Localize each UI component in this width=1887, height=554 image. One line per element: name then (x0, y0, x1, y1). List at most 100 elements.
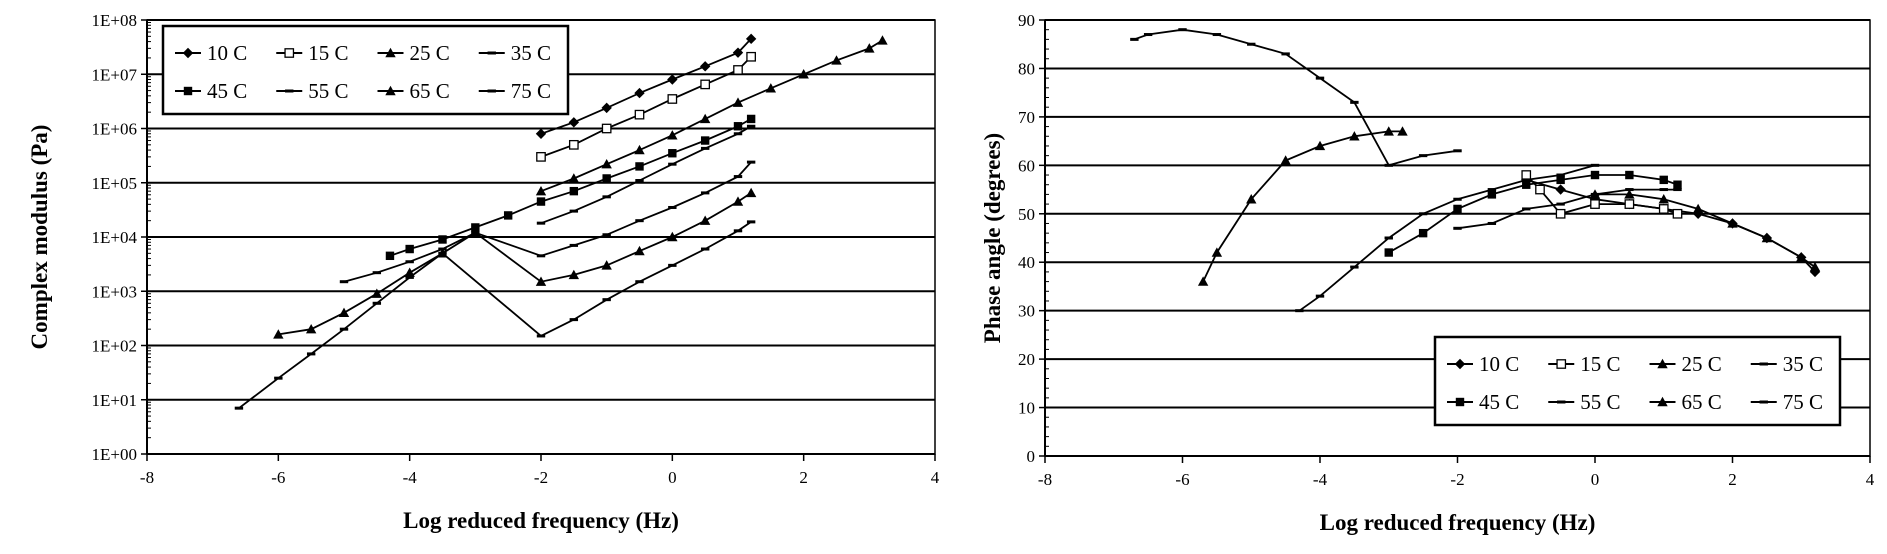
data-point (1418, 228, 1428, 238)
data-point (1590, 170, 1600, 180)
data-point (733, 229, 743, 233)
x-tick-label: -6 (271, 468, 285, 487)
data-point (1659, 175, 1668, 185)
x-tick-label: -4 (403, 468, 418, 487)
series-line (1202, 130, 1403, 282)
data-point (602, 174, 611, 183)
data-point (569, 186, 579, 196)
series-line (1457, 188, 1678, 230)
data-point (470, 227, 481, 237)
data-point (1247, 42, 1256, 46)
legend-label: 75 C (511, 79, 551, 103)
data-point (503, 211, 513, 220)
x-tick-label: 4 (931, 468, 940, 487)
complex-modulus-chart: 1E+00 1E+01 1E+02 1E+03 1E+04 1E+05 1E+06 1E+07… (27, 11, 940, 533)
data-point (536, 254, 546, 258)
legend-entry: 35 C (1750, 352, 1823, 376)
legend: 10 C 15 C 25 C 35 C 45 C 55 C 65 C 75 C (161, 24, 570, 116)
series-line (540, 39, 883, 193)
data-point (371, 288, 383, 298)
y-tick-label: 10 (1018, 399, 1035, 418)
data-point (338, 307, 350, 318)
data-point (1658, 204, 1669, 214)
x-tick-label: 2 (799, 468, 808, 487)
legend-entry: 75 C (478, 79, 551, 103)
phase-angle-chart: 0 10 20 30 40 50 60 70 80 90 -8 -6 -4 -2 0 2 4 Log reduce… (980, 11, 1875, 535)
data-point (385, 251, 395, 261)
legend-swatch-marker (385, 85, 396, 96)
data-point (733, 122, 743, 131)
data-point (1521, 170, 1532, 180)
data-point (569, 243, 579, 247)
series-line (1388, 174, 1678, 254)
data-point (1349, 131, 1360, 141)
series-line (540, 56, 752, 158)
data-point (1727, 218, 1738, 228)
series-line (238, 221, 752, 409)
legend-swatch-marker (284, 48, 295, 58)
series-line (1134, 28, 1458, 167)
series-75-c (234, 220, 756, 410)
data-point (536, 197, 546, 206)
data-point (1314, 140, 1326, 151)
data-point (1522, 178, 1531, 182)
series-25-c (535, 35, 888, 196)
data-point (601, 158, 612, 169)
data-point (635, 162, 644, 171)
legend-entry: 10 C (175, 41, 247, 65)
x-tick-label: -6 (1175, 470, 1189, 489)
data-point (568, 269, 580, 280)
y-tick-label: 1E+05 (92, 174, 137, 193)
data-point (746, 220, 756, 224)
legend-entry: 45 C (1447, 390, 1519, 414)
data-point (1761, 232, 1773, 243)
data-point (1522, 207, 1531, 211)
legend-swatch-marker (1759, 362, 1768, 366)
data-point (1397, 126, 1408, 136)
x-tick-label: 2 (1728, 470, 1737, 489)
data-point (635, 280, 644, 284)
data-point (1280, 155, 1291, 165)
data-point (733, 132, 743, 136)
data-point (635, 219, 644, 223)
data-point (1246, 194, 1257, 204)
data-point (1556, 175, 1565, 185)
legend-label: 15 C (1580, 352, 1620, 376)
legend-label: 75 C (1783, 390, 1823, 414)
data-point (667, 130, 678, 140)
data-point (667, 74, 678, 85)
data-point (602, 233, 611, 237)
data-point (733, 65, 743, 75)
series-35-c (1453, 188, 1682, 230)
data-point (1383, 126, 1394, 136)
data-point (601, 123, 612, 134)
data-point (372, 271, 382, 275)
data-point (1625, 170, 1634, 180)
data-point (1487, 190, 1497, 199)
legend-swatch-marker (487, 89, 496, 93)
data-point (1535, 184, 1545, 195)
x-tick-label: 4 (1866, 470, 1875, 489)
legend-label: 65 C (410, 79, 450, 103)
x-tick-label: 0 (1591, 470, 1600, 489)
data-point (569, 318, 579, 322)
series-65-c (273, 187, 757, 339)
data-point (1418, 154, 1428, 158)
data-point (536, 221, 546, 225)
legend-label: 25 C (1682, 352, 1722, 376)
data-point (667, 94, 678, 104)
legend-swatch-marker (1454, 358, 1466, 370)
y-tick-label: 1E+08 (92, 11, 137, 30)
data-point (438, 235, 447, 244)
data-point (1624, 189, 1635, 199)
data-point (1673, 188, 1682, 192)
data-point (569, 209, 579, 213)
data-point (746, 51, 756, 62)
data-point (1453, 204, 1462, 214)
data-point (536, 152, 546, 162)
x-tick-label: -2 (534, 468, 548, 487)
legend-swatch-marker (385, 47, 396, 58)
legend-label: 45 C (1479, 390, 1519, 414)
data-point (1556, 202, 1565, 206)
legend-swatch-marker (1759, 400, 1768, 404)
